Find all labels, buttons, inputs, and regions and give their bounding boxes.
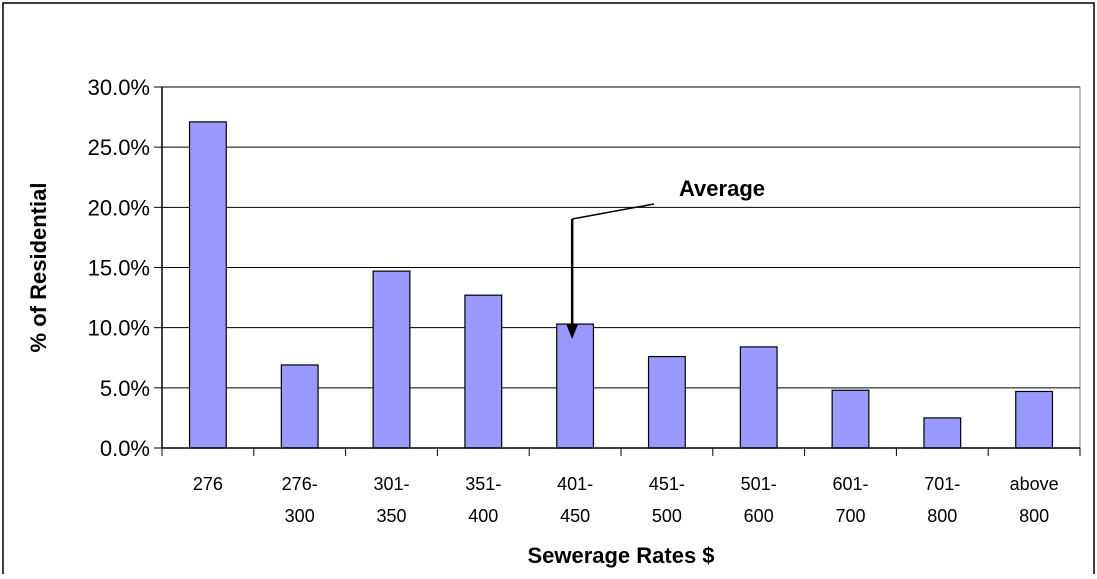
bar [831,389,870,449]
x-tick-label: 351-400 [465,474,501,526]
x-tick-label: 276 [193,474,223,494]
y-axis: 0.0% 5.0% 10.0% 15.0% 20.0% 25.0% 30.0% [88,75,163,461]
bar [188,121,227,449]
bar [372,270,411,449]
bar [280,364,319,449]
bar [923,417,962,449]
y-tick-label: 5.0% [100,376,150,401]
x-tick-label: 601-700 [832,474,868,526]
x-tick-label: 501-600 [741,474,777,526]
x-tick-label: 401-450 [557,474,593,526]
annotation-leader-line [572,203,655,220]
bar [464,294,503,449]
annotation-arrowhead-icon [566,324,579,339]
y-tick-label: 10.0% [88,316,150,341]
x-tick-label: 276-300 [282,474,318,526]
x-tick-label: above 800 [1010,474,1059,526]
bar [647,355,686,449]
average-annotation: Average [566,176,765,339]
x-tick-label: 301-350 [373,474,409,526]
bar [1015,390,1054,449]
annotation-label: Average [679,176,765,201]
x-axis-title: Sewerage Rates $ [527,543,714,568]
bar [739,346,778,449]
bar [556,323,595,449]
x-tick-label: 451-500 [649,474,685,526]
y-tick-label: 30.0% [88,75,150,100]
y-tick-label: 20.0% [88,195,150,220]
x-axis: 276 276-300 301-350 351-400 401-450 451-500 50… [161,447,1081,526]
y-tick-label: 25.0% [88,135,150,160]
y-tick-label: 0.0% [100,436,150,461]
y-axis-title: % of Residential [26,183,51,353]
y-tick-label: 15.0% [88,256,150,281]
x-tick-label: 701-800 [924,474,960,526]
